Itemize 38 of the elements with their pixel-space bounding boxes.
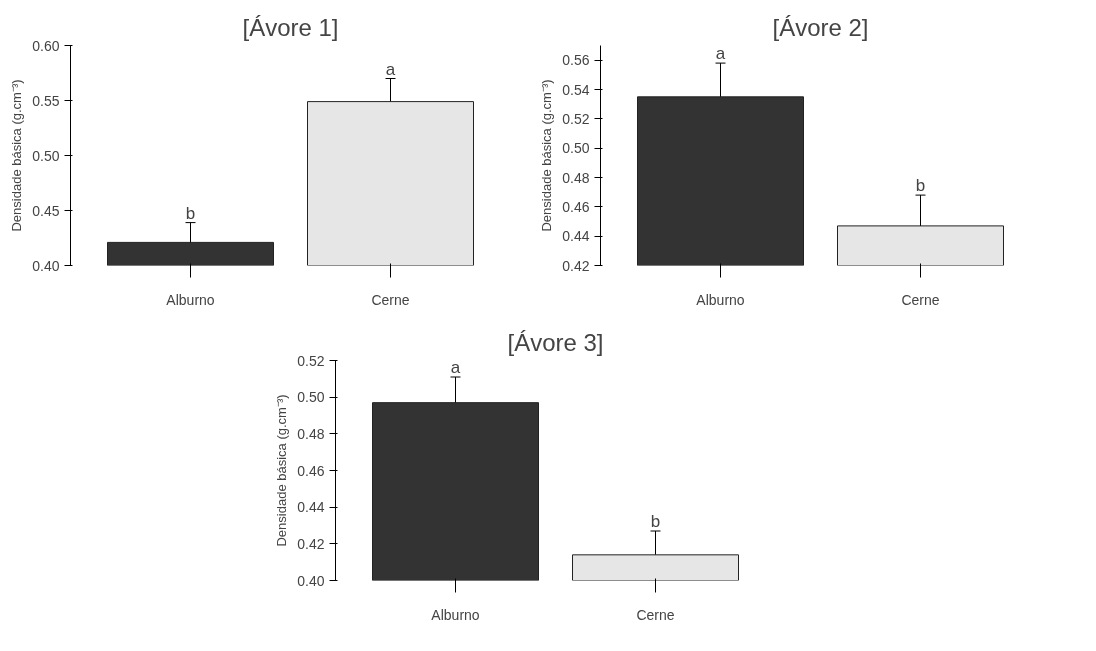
y-tick-label: 0.46 xyxy=(562,198,590,215)
y-tick-label: 0.44 xyxy=(562,228,590,245)
y-tick-label: 0.44 xyxy=(297,499,325,516)
y-tick-label: 0.46 xyxy=(297,462,325,479)
y-tick-label: 0.48 xyxy=(297,425,325,442)
y-tick-label: 0.45 xyxy=(32,202,60,219)
y-tick-label: 0.42 xyxy=(562,257,590,274)
y-tick-label: 0.48 xyxy=(562,169,590,186)
x-tick-label: Alburno xyxy=(431,606,480,623)
annotation: a xyxy=(385,59,396,79)
y-tick-label: 0.52 xyxy=(297,352,325,369)
y-tick-label: 0.60 xyxy=(32,37,60,54)
y-tick-label: 0.50 xyxy=(32,147,60,164)
annotation: a xyxy=(715,44,726,64)
chart-title: [Ávore 1] xyxy=(242,13,339,41)
x-tick-label: Alburno xyxy=(696,291,745,308)
annotation: b xyxy=(650,512,661,531)
annotation: b xyxy=(915,176,926,196)
y-tick-label: 0.40 xyxy=(297,572,325,589)
y-axis-title: Densidade básica (g.cm⁻³) xyxy=(539,79,555,232)
y-tick-label: 0.54 xyxy=(562,81,590,98)
y-tick-label: 0.50 xyxy=(562,140,590,157)
chart-title: [Ávore 2] xyxy=(772,13,869,41)
y-tick-label: 0.52 xyxy=(562,110,590,127)
annotation: a xyxy=(450,358,461,377)
x-tick-label: Cerne xyxy=(636,606,675,623)
x-tick-label: Alburno xyxy=(166,291,215,308)
chart-title: [Ávore 3] xyxy=(507,328,604,356)
x-tick-label: Cerne xyxy=(901,291,940,308)
y-tick-label: 0.55 xyxy=(32,92,60,109)
y-tick-label: 0.40 xyxy=(32,257,60,274)
y-tick-label: 0.50 xyxy=(297,389,325,406)
annotation: b xyxy=(185,203,196,223)
y-tick-label: 0.56 xyxy=(562,52,590,69)
y-axis-title: Densidade básica (g.cm⁻³) xyxy=(9,79,25,232)
y-tick-label: 0.42 xyxy=(297,535,325,552)
y-axis-title: Densidade básica (g.cm⁻³) xyxy=(274,394,290,547)
x-tick-label: Cerne xyxy=(371,291,410,308)
